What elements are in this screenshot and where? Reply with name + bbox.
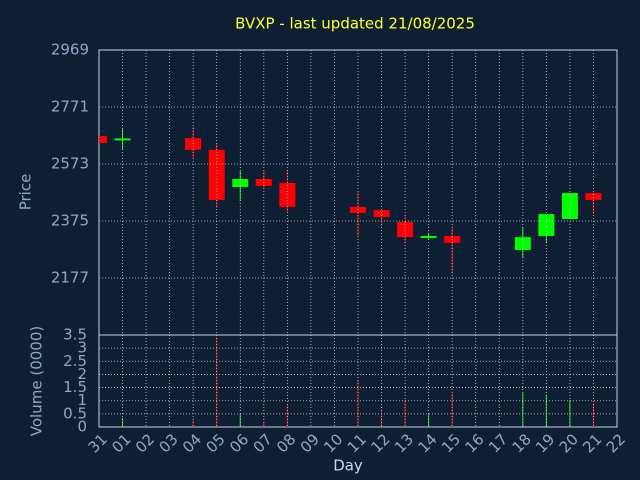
- x-tick-label: 16: [462, 430, 488, 456]
- x-tick-label: 03: [155, 430, 181, 456]
- x-tick-label: 02: [132, 430, 158, 456]
- x-tick-label: 15: [438, 430, 464, 456]
- y-tick-label: 2177: [51, 269, 89, 287]
- x-tick-label: 09: [297, 430, 323, 456]
- y2-axis-label: Volume (0000): [28, 326, 46, 436]
- x-axis-label: Day: [333, 457, 363, 475]
- x-tick-label: 07: [250, 430, 276, 456]
- y2-tick-label: 0: [77, 418, 87, 436]
- x-tick-label: 17: [485, 430, 511, 456]
- x-tick-label: 01: [108, 430, 134, 456]
- x-tick-label: 19: [532, 430, 558, 456]
- candle-body: [514, 237, 531, 251]
- x-tick-label: 20: [556, 430, 582, 456]
- candle-body: [397, 221, 414, 238]
- y2-tick-label: 1: [77, 391, 87, 409]
- y2-tick-label: 3.5: [63, 326, 87, 344]
- candle-body: [99, 136, 107, 143]
- y-tick-label: 2573: [51, 155, 89, 173]
- x-tick-label: 21: [579, 430, 605, 456]
- candle-body: [538, 214, 555, 236]
- x-tick-label: 10: [320, 430, 346, 456]
- candle-body: [373, 210, 390, 217]
- y-tick-label: 2771: [51, 98, 89, 116]
- candle-body: [585, 193, 602, 200]
- x-tick-label: 04: [179, 430, 205, 456]
- x-tick-label: 11: [344, 430, 370, 456]
- x-tick-label: 13: [391, 430, 417, 456]
- y-tick-label: 2969: [51, 41, 89, 59]
- x-tick-label: 08: [273, 430, 299, 456]
- candle-body: [208, 149, 225, 200]
- y2-tick-label: 3: [77, 339, 87, 357]
- y2-tick-label: 1.5: [63, 378, 87, 396]
- y2-tick-label: 2: [77, 365, 87, 383]
- x-tick-label: 06: [226, 430, 252, 456]
- x-tick-label: 05: [203, 430, 229, 456]
- y-axis-label: Price: [17, 174, 35, 211]
- x-tick-label: 31: [85, 430, 111, 456]
- x-tick-label: 18: [509, 430, 535, 456]
- x-tick-label: 14: [414, 430, 440, 456]
- y2-tick-label: 2.5: [63, 352, 87, 370]
- x-tick-label: 12: [367, 430, 393, 456]
- candle-body: [114, 138, 131, 141]
- y2-tick-label: 0.5: [63, 404, 87, 422]
- marks: [99, 126, 602, 427]
- x-tick-label: 22: [603, 430, 629, 456]
- y-tick-label: 2375: [51, 212, 89, 230]
- chart-title: BVXP - last updated 21/08/2025: [235, 15, 475, 33]
